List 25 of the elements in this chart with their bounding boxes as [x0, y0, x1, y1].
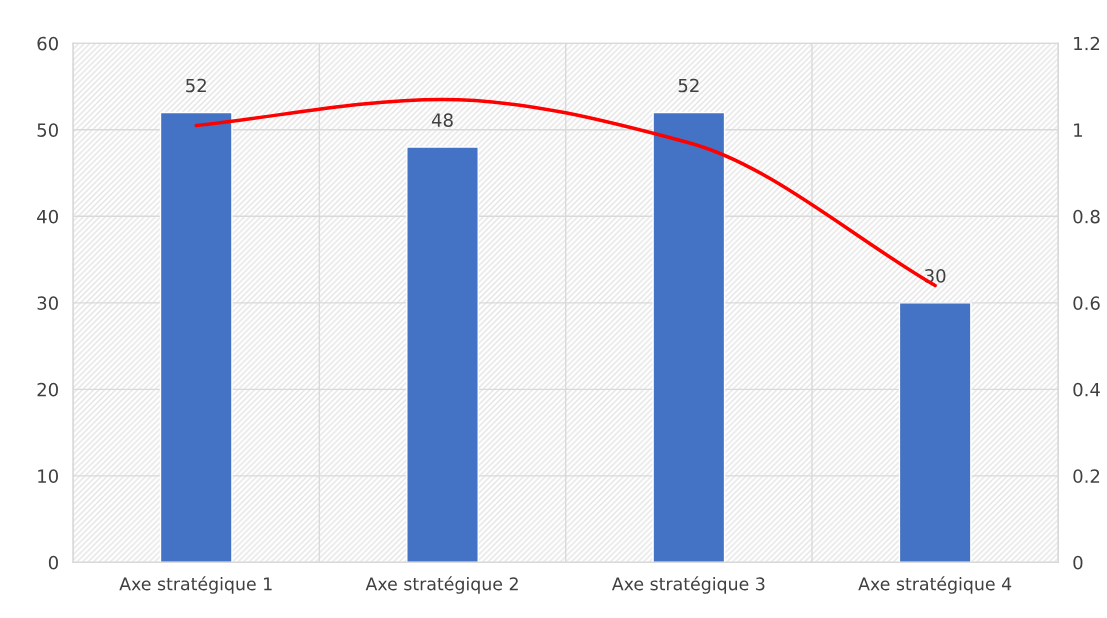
y2-tick-label: 0.4 [1073, 382, 1100, 397]
x-tick-label: Axe stratégique 3 [611, 576, 765, 594]
y-tick-label: 50 [37, 123, 58, 137]
y2-tick-label: 0.6 [1073, 296, 1100, 310]
y2-tick-label: 1.2 [1074, 36, 1100, 51]
x-tick-label: Axe stratégique 4 [858, 576, 1012, 594]
y2-tick-label: 0 [1073, 555, 1083, 570]
y-tick-label: 40 [37, 209, 58, 224]
x-tick-label: Axe stratégique 1 [119, 576, 272, 594]
bar [652, 111, 726, 563]
y2-tick-label: 0.8 [1073, 209, 1100, 224]
y-tick-label: 60 [37, 36, 58, 51]
data-label: 52 [678, 78, 699, 93]
y2-tick-label: 0.2 [1073, 469, 1100, 483]
bar [159, 111, 233, 563]
y2-tick-label: 1 [1074, 123, 1082, 137]
y-tick-label: 10 [38, 469, 58, 483]
y-tick-label: 0 [48, 555, 58, 570]
data-label: 52 [186, 78, 206, 93]
x-tick-label: Axe stratégique 2 [365, 576, 518, 594]
bar [898, 302, 972, 563]
y-tick-label: 30 [37, 296, 58, 310]
bar [406, 146, 479, 563]
y-tick-label: 20 [37, 382, 58, 397]
data-label: 48 [431, 113, 453, 127]
